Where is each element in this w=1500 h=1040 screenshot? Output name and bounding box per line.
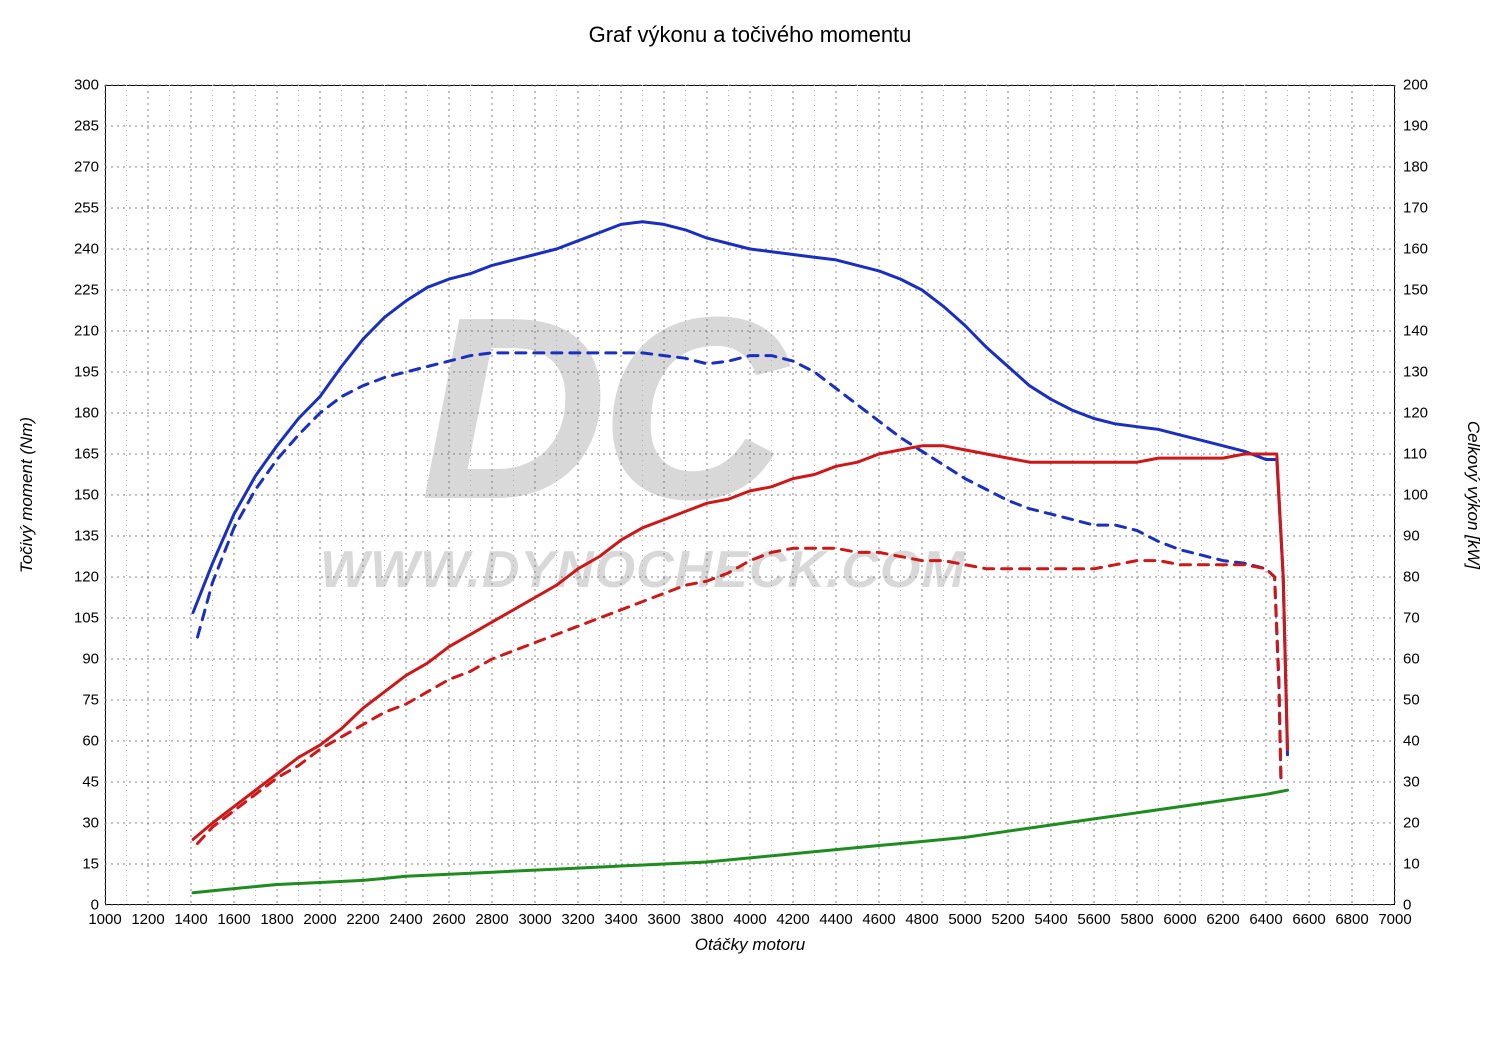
y-left-tick-label: 270 xyxy=(65,159,99,176)
x-tick-label: 3600 xyxy=(647,911,680,928)
x-tick-label: 5400 xyxy=(1034,911,1067,928)
x-tick-label: 1000 xyxy=(88,911,121,928)
y-left-tick-label: 300 xyxy=(65,77,99,94)
x-tick-label: 1600 xyxy=(217,911,250,928)
x-tick-label: 1200 xyxy=(131,911,164,928)
y-right-tick-label: 40 xyxy=(1403,733,1420,750)
series-power_stock xyxy=(198,548,1282,843)
y-left-tick-label: 195 xyxy=(65,364,99,381)
x-tick-label: 6400 xyxy=(1249,911,1282,928)
y-right-tick-label: 150 xyxy=(1403,282,1428,299)
y-left-tick-label: 165 xyxy=(65,446,99,463)
y-left-tick-label: 150 xyxy=(65,487,99,504)
series-loss xyxy=(193,790,1287,893)
y-right-tick-label: 80 xyxy=(1403,569,1420,586)
y-axis-label-right: Celkový výkon [kW] xyxy=(1463,421,1483,569)
x-axis-label: Otáčky motoru xyxy=(0,935,1500,955)
y-left-tick-label: 180 xyxy=(65,405,99,422)
y-left-tick-label: 30 xyxy=(65,815,99,832)
x-tick-label: 6000 xyxy=(1163,911,1196,928)
x-tick-label: 4800 xyxy=(905,911,938,928)
y-left-tick-label: 210 xyxy=(65,323,99,340)
series-layer xyxy=(105,85,1395,905)
y-left-tick-label: 285 xyxy=(65,118,99,135)
y-right-tick-label: 170 xyxy=(1403,200,1428,217)
y-right-tick-label: 70 xyxy=(1403,610,1420,627)
x-tick-label: 5000 xyxy=(948,911,981,928)
y-left-tick-label: 225 xyxy=(65,282,99,299)
y-left-tick-label: 60 xyxy=(65,733,99,750)
x-tick-label: 6800 xyxy=(1335,911,1368,928)
x-tick-label: 2200 xyxy=(346,911,379,928)
y-left-tick-label: 45 xyxy=(65,774,99,791)
x-tick-label: 3800 xyxy=(690,911,723,928)
x-tick-label: 1800 xyxy=(260,911,293,928)
y-right-tick-label: 30 xyxy=(1403,774,1420,791)
x-tick-label: 4400 xyxy=(819,911,852,928)
y-left-tick-label: 90 xyxy=(65,651,99,668)
x-tick-label: 4000 xyxy=(733,911,766,928)
y-right-tick-label: 160 xyxy=(1403,241,1428,258)
series-power_tuned xyxy=(193,446,1287,840)
y-right-tick-label: 120 xyxy=(1403,405,1428,422)
x-tick-label: 5600 xyxy=(1077,911,1110,928)
y-axis-label-left: Točivý moment (Nm) xyxy=(17,417,37,573)
x-tick-label: 2400 xyxy=(389,911,422,928)
y-right-tick-label: 180 xyxy=(1403,159,1428,176)
x-tick-label: 5200 xyxy=(991,911,1024,928)
x-tick-label: 3200 xyxy=(561,911,594,928)
x-tick-label: 6600 xyxy=(1292,911,1325,928)
y-right-tick-label: 200 xyxy=(1403,77,1428,94)
y-right-tick-label: 140 xyxy=(1403,323,1428,340)
y-right-tick-label: 20 xyxy=(1403,815,1420,832)
y-left-tick-label: 255 xyxy=(65,200,99,217)
y-right-tick-label: 50 xyxy=(1403,692,1420,709)
y-right-tick-label: 0 xyxy=(1403,897,1411,914)
y-right-tick-label: 110 xyxy=(1403,446,1427,463)
x-tick-label: 4200 xyxy=(776,911,809,928)
x-tick-label: 4600 xyxy=(862,911,895,928)
x-tick-label: 2800 xyxy=(475,911,508,928)
y-left-tick-label: 75 xyxy=(65,692,99,709)
y-left-tick-label: 120 xyxy=(65,569,99,586)
y-right-tick-label: 60 xyxy=(1403,651,1420,668)
y-right-tick-label: 90 xyxy=(1403,528,1420,545)
y-left-tick-label: 105 xyxy=(65,610,99,627)
y-right-tick-label: 130 xyxy=(1403,364,1428,381)
chart-title: Graf výkonu a točivého momentu xyxy=(0,22,1500,48)
y-left-tick-label: 240 xyxy=(65,241,99,258)
y-right-tick-label: 190 xyxy=(1403,118,1428,135)
x-tick-label: 3400 xyxy=(604,911,637,928)
series-torque_tuned xyxy=(193,222,1287,755)
x-tick-label: 7000 xyxy=(1378,911,1411,928)
y-left-tick-label: 15 xyxy=(65,856,99,873)
x-tick-label: 6200 xyxy=(1206,911,1239,928)
x-tick-label: 1400 xyxy=(174,911,207,928)
x-tick-label: 2600 xyxy=(432,911,465,928)
x-tick-label: 3000 xyxy=(518,911,551,928)
chart-container: Graf výkonu a točivého momentu DC WWW.DY… xyxy=(0,0,1500,1040)
y-right-tick-label: 10 xyxy=(1403,856,1420,873)
x-tick-label: 2000 xyxy=(303,911,336,928)
x-tick-label: 5800 xyxy=(1120,911,1153,928)
y-left-tick-label: 0 xyxy=(65,897,99,914)
y-left-tick-label: 135 xyxy=(65,528,99,545)
y-right-tick-label: 100 xyxy=(1403,487,1428,504)
